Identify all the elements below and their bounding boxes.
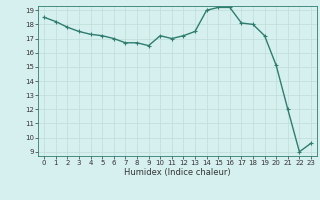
- X-axis label: Humidex (Indice chaleur): Humidex (Indice chaleur): [124, 168, 231, 177]
